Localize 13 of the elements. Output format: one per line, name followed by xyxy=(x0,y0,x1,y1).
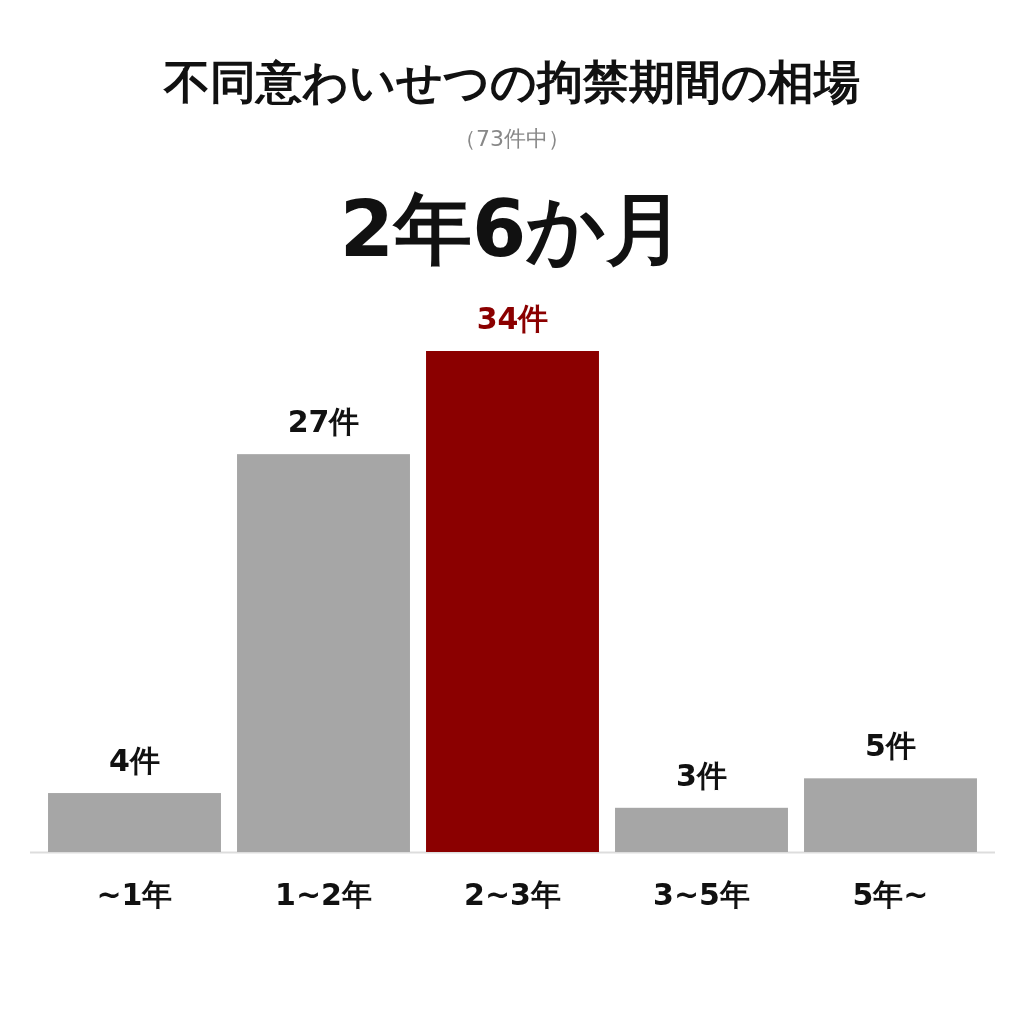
category: 1~2年 xyxy=(275,877,372,912)
category: 5年~ xyxy=(852,877,929,912)
subtitle: （73件中） xyxy=(454,126,570,151)
value-label: 27件 xyxy=(287,404,360,440)
value-label: 4件 xyxy=(109,743,160,779)
category: ~1年 xyxy=(96,877,173,912)
annotation: 2年6か月 xyxy=(339,184,685,274)
category: 3~5年 xyxy=(653,877,750,912)
value-label: 3件 xyxy=(676,757,727,793)
value-label: 5件 xyxy=(865,728,916,764)
category: 2~3年 xyxy=(464,877,561,912)
title: 不同意わいせつの拘禁期間の相場 xyxy=(164,55,860,109)
value-label: 34件 xyxy=(476,301,549,336)
